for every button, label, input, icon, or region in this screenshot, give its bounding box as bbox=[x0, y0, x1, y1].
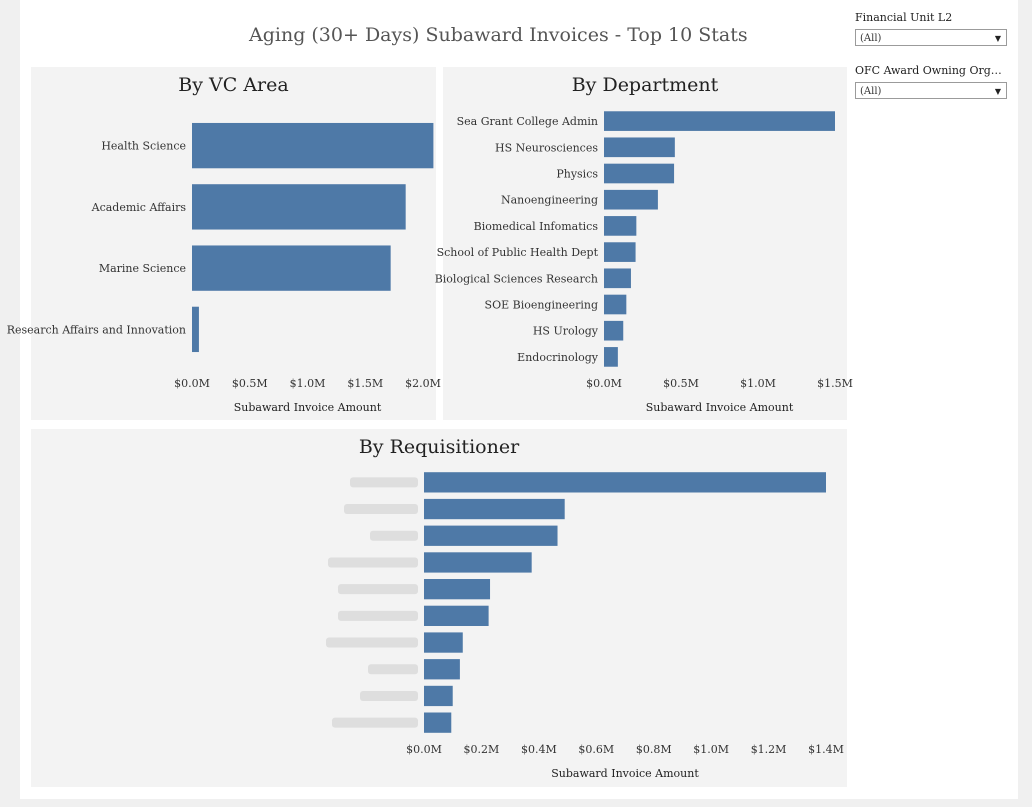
req-redacted-label-9 bbox=[332, 717, 418, 728]
dept-category-label-8: HS Urology bbox=[533, 325, 599, 338]
dept-bar-7[interactable] bbox=[604, 294, 627, 315]
req-bar-7[interactable] bbox=[424, 659, 460, 680]
req-x-tick-1: $0.2M bbox=[464, 743, 500, 756]
dept-category-label-1: HS Neurosciences bbox=[495, 141, 598, 154]
dept-x-axis-label: Subaward Invoice Amount bbox=[646, 401, 794, 414]
financial-unit-filter: Financial Unit L2 (All) ▼ bbox=[855, 11, 1007, 46]
dept-bar-9[interactable] bbox=[604, 347, 618, 367]
req-x-tick-3: $0.6M bbox=[578, 743, 614, 756]
req-redacted-label-0 bbox=[350, 477, 418, 488]
dept-category-label-2: Physics bbox=[556, 168, 598, 181]
req-redacted-label-8 bbox=[360, 690, 418, 701]
req-bar-0[interactable] bbox=[424, 472, 826, 493]
dept-category-label-7: SOE Bioengineering bbox=[485, 299, 598, 312]
vc-category-label-2: Marine Science bbox=[99, 262, 186, 275]
vc-bar-0[interactable] bbox=[192, 122, 434, 169]
financial-unit-filter-label: Financial Unit L2 bbox=[855, 11, 953, 24]
vc-x-axis-label: Subaward Invoice Amount bbox=[234, 401, 382, 414]
req-redacted-label-4 bbox=[338, 584, 418, 595]
dept-x-tick-3: $1.5M bbox=[817, 377, 853, 390]
req-redacted-label-7 bbox=[368, 664, 418, 675]
req-redacted-label-1 bbox=[344, 504, 418, 515]
vc-x-tick-2: $1.0M bbox=[290, 377, 326, 390]
vc-x-tick-1: $0.5M bbox=[232, 377, 268, 390]
requisitioner-chart-panel: By Requisitioner $0.0M $0.2M $0.4M $0.6M $0.… bbox=[31, 429, 847, 787]
award-org-dropdown[interactable]: (All) ▼ bbox=[855, 82, 1007, 99]
req-bar-9[interactable] bbox=[424, 712, 452, 733]
award-org-filter-label: OFC Award Owning Organi... bbox=[855, 64, 1007, 77]
req-x-tick-4: $0.8M bbox=[636, 743, 672, 756]
department-chart-title: By Department bbox=[571, 74, 719, 96]
requisitioner-chart-title: By Requisitioner bbox=[358, 436, 520, 458]
vc-area-chart-panel: By VC Area Health Science Academic Affair… bbox=[7, 67, 441, 420]
req-bar-6[interactable] bbox=[424, 632, 463, 653]
dept-bar-1[interactable] bbox=[604, 137, 675, 158]
chevron-down-icon: ▼ bbox=[994, 87, 1001, 96]
vc-area-chart-title: By VC Area bbox=[178, 74, 289, 96]
vc-category-label-1: Academic Affairs bbox=[91, 201, 187, 214]
award-org-dropdown-value: (All) bbox=[860, 86, 882, 97]
financial-unit-dropdown[interactable]: (All) ▼ bbox=[855, 29, 1007, 46]
dept-category-label-9: Endocrinology bbox=[517, 351, 599, 364]
dept-x-tick-2: $1.0M bbox=[740, 377, 776, 390]
vc-x-tick-0: $0.0M bbox=[174, 377, 210, 390]
award-org-filter: OFC Award Owning Organi... (All) ▼ bbox=[855, 64, 1007, 99]
dept-category-label-0: Sea Grant College Admin bbox=[457, 115, 598, 128]
dept-bar-2[interactable] bbox=[604, 163, 675, 184]
req-redacted-label-6 bbox=[326, 637, 418, 648]
vc-chart-svg: Health Science Academic Affairs Marine Sci… bbox=[7, 122, 441, 414]
dept-bar-5[interactable] bbox=[604, 242, 636, 262]
req-redacted-label-2 bbox=[370, 530, 418, 541]
req-x-tick-0: $0.0M bbox=[406, 743, 442, 756]
req-bar-5[interactable] bbox=[424, 605, 489, 626]
dept-category-label-5: School of Public Health Dept bbox=[437, 246, 599, 259]
req-bar-1[interactable] bbox=[424, 498, 565, 520]
dept-bar-3[interactable] bbox=[604, 189, 658, 210]
req-x-axis-label: Subaward Invoice Amount bbox=[551, 767, 699, 780]
req-redacted-label-5 bbox=[338, 610, 418, 621]
vc-bar-2[interactable] bbox=[192, 245, 391, 291]
req-x-tick-6: $1.2M bbox=[751, 743, 787, 756]
chevron-down-icon: ▼ bbox=[994, 34, 1001, 43]
dept-bar-6[interactable] bbox=[604, 268, 631, 289]
vc-x-tick-4: $2.0M bbox=[405, 377, 441, 390]
dept-bar-4[interactable] bbox=[604, 216, 637, 236]
dept-category-label-3: Nanoengineering bbox=[501, 194, 598, 207]
vc-bar-1[interactable] bbox=[192, 184, 406, 230]
req-x-tick-7: $1.4M bbox=[808, 743, 844, 756]
req-redacted-label-3 bbox=[328, 557, 418, 568]
req-chart-svg: $0.0M $0.2M $0.4M $0.6M $0.8M $1.0M $1.2M $1.4M… bbox=[326, 472, 844, 780]
dept-category-label-4: Biomedical Infomatics bbox=[474, 220, 599, 233]
vc-category-label-3: Research Affairs and Innovation bbox=[7, 323, 186, 336]
dept-bar-8[interactable] bbox=[604, 320, 624, 341]
dept-chart-svg: Sea Grant College Admin HS Neurosciences P… bbox=[435, 111, 853, 414]
vc-category-label-0: Health Science bbox=[101, 140, 186, 153]
dept-bar-0[interactable] bbox=[604, 111, 835, 131]
req-x-tick-5: $1.0M bbox=[693, 743, 729, 756]
dashboard-title: Aging (30+ Days) Subaward Invoices - Top… bbox=[249, 24, 748, 46]
vc-bar-3[interactable] bbox=[192, 306, 199, 353]
dept-x-tick-1: $0.5M bbox=[663, 377, 699, 390]
req-x-tick-2: $0.4M bbox=[521, 743, 557, 756]
department-chart-panel: By Department Sea Grant College Admin HS … bbox=[435, 67, 853, 420]
dashboard: Aging (30+ Days) Subaward Invoices - Top… bbox=[7, 0, 1018, 799]
req-bar-3[interactable] bbox=[424, 552, 532, 573]
vc-x-tick-3: $1.5M bbox=[347, 377, 383, 390]
req-bar-8[interactable] bbox=[424, 685, 453, 707]
req-bar-2[interactable] bbox=[424, 525, 558, 546]
dept-category-label-6: Biological Sciences Research bbox=[435, 272, 598, 285]
req-bar-4[interactable] bbox=[424, 579, 491, 600]
financial-unit-dropdown-value: (All) bbox=[860, 33, 882, 44]
dept-x-tick-0: $0.0M bbox=[586, 377, 622, 390]
